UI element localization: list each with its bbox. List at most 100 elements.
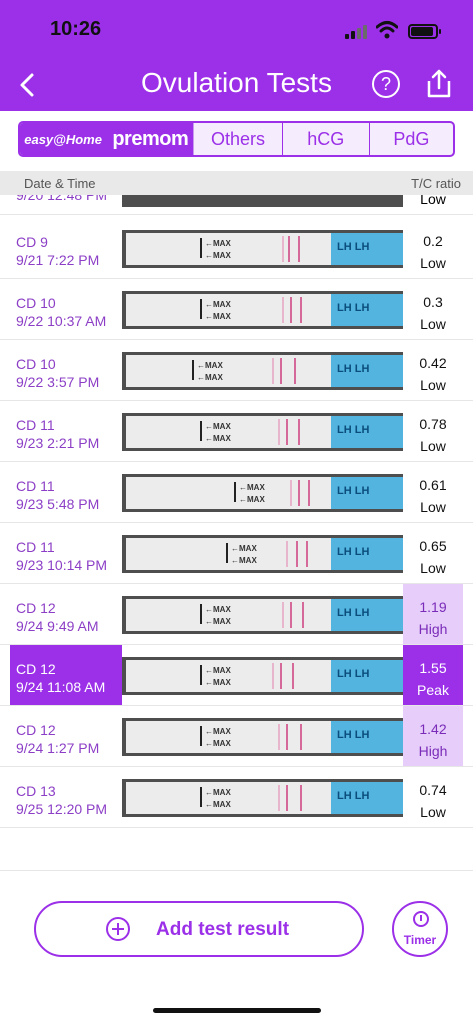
list-item[interactable]: CD 12 9/24 1:27 PM ←MAX ←MAX LH LH 1.42 High bbox=[0, 706, 473, 767]
column-tc-ratio: T/C ratio bbox=[411, 176, 461, 191]
test-strip-image: ←MAX ←MAX LH LH bbox=[122, 596, 403, 634]
tc-ratio-level: Peak bbox=[417, 682, 449, 698]
strip-handle: LH LH bbox=[331, 782, 403, 814]
strip-body bbox=[126, 294, 336, 326]
cycle-day-label: CD 11 bbox=[16, 539, 55, 555]
test-line bbox=[282, 297, 284, 323]
cycle-day-label: CD 11 bbox=[16, 478, 55, 494]
strip-max-label: ←MAX bbox=[205, 727, 231, 736]
row-datetime: 9/23 10:14 PM bbox=[16, 557, 108, 573]
strip-brand-label: LH LH bbox=[337, 424, 370, 436]
add-test-result-button[interactable]: Add test result bbox=[34, 901, 364, 957]
strip-max-mark bbox=[200, 299, 202, 319]
strip-body bbox=[126, 233, 336, 265]
tab-pdg[interactable]: PdG bbox=[393, 128, 430, 149]
test-line bbox=[298, 419, 300, 445]
control-line bbox=[296, 541, 298, 567]
list-item[interactable]: CD 11 9/23 10:14 PM ←MAX ←MAX LH LH 0.65 Low bbox=[0, 523, 473, 584]
row-datetime: 9/24 1:27 PM bbox=[16, 740, 100, 756]
row-datetime: 9/25 12:20 PM bbox=[16, 801, 108, 817]
cycle-day-label: CD 13 bbox=[16, 783, 56, 799]
cycle-day-label: CD 11 bbox=[16, 417, 55, 433]
test-line bbox=[278, 419, 280, 445]
list-item[interactable]: CD 12 9/24 9:49 AM ←MAX ←MAX LH LH 1.19 High bbox=[0, 584, 473, 645]
strip-handle: LH LH bbox=[331, 355, 403, 387]
strip-max-label: ←MAX bbox=[239, 495, 265, 504]
row-cycle-day: CD 12 9/24 1:27 PM bbox=[16, 721, 99, 757]
row-datetime: 9/23 2:21 PM bbox=[16, 435, 100, 451]
tab-others[interactable]: Others bbox=[194, 123, 283, 155]
strip-max-label: ←MAX bbox=[205, 666, 231, 675]
cycle-day-label: CD 12 bbox=[16, 722, 56, 738]
strip-handle: LH LH bbox=[331, 538, 403, 570]
test-line bbox=[282, 236, 284, 262]
test-line bbox=[290, 480, 292, 506]
tc-ratio-level: Low bbox=[420, 255, 446, 271]
strip-handle: LH LH bbox=[331, 233, 403, 265]
strip-max-label: ←MAX bbox=[205, 239, 231, 248]
strip-max-label: ←MAX bbox=[205, 312, 231, 321]
test-strip-image: ←MAX ←MAX LH LH bbox=[122, 352, 403, 390]
help-icon[interactable]: ? bbox=[372, 70, 400, 98]
tab-easyhome[interactable]: easy@Home bbox=[20, 123, 108, 155]
tc-ratio-value: 1.55 bbox=[419, 660, 447, 676]
bottom-bar: Add test result Timer bbox=[0, 870, 473, 1024]
test-line bbox=[308, 480, 310, 506]
strip-body bbox=[126, 416, 336, 448]
list-item[interactable]: CD 11 9/23 5:48 PM ←MAX ←MAX LH LH 0.61 Low bbox=[0, 462, 473, 523]
row-datetime: 9/21 7:22 PM bbox=[16, 252, 100, 268]
list-item-partial[interactable]: 9/20 12:48 PM Low bbox=[0, 195, 473, 215]
list-item[interactable]: CD 11 9/23 2:21 PM ←MAX ←MAX LH LH 0.78 Low bbox=[0, 401, 473, 462]
tc-ratio-value: 0.42 bbox=[419, 355, 447, 371]
strip-handle: LH LH bbox=[331, 721, 403, 753]
strip-brand-label: LH LH bbox=[337, 729, 370, 741]
tab-hcg[interactable]: hCG bbox=[283, 123, 370, 155]
test-line bbox=[286, 541, 288, 567]
test-strip-image: ←MAX ←MAX LH LH bbox=[122, 535, 403, 573]
row-cycle-day: CD 11 9/23 2:21 PM bbox=[16, 416, 99, 452]
strip-body bbox=[126, 782, 336, 814]
list-item[interactable]: CD 10 9/22 3:57 PM ←MAX ←MAX LH LH 0.42 Low bbox=[0, 340, 473, 401]
strip-max-label: ←MAX bbox=[205, 422, 231, 431]
row-datetime: 9/24 9:49 AM bbox=[16, 618, 99, 634]
strip-max-label: ←MAX bbox=[205, 251, 231, 260]
test-list[interactable]: 9/20 12:48 PM Low CD 9 9/21 7:22 PM ←MAX ←M… bbox=[0, 195, 473, 835]
back-chevron-icon[interactable] bbox=[14, 70, 40, 100]
cycle-day-label: CD 9 bbox=[16, 234, 48, 250]
strip-brand-label: LH LH bbox=[337, 363, 370, 375]
tc-ratio-cell: 0.61 Low bbox=[403, 462, 463, 522]
strip-brand-label: LH LH bbox=[337, 485, 370, 497]
clock-icon bbox=[413, 911, 429, 927]
timer-button[interactable]: Timer bbox=[392, 901, 448, 957]
strip-handle: LH LH bbox=[331, 416, 403, 448]
plus-circle-icon bbox=[106, 917, 130, 941]
list-item[interactable]: CD 9 9/21 7:22 PM ←MAX ←MAX LH LH 0.2 Low bbox=[0, 218, 473, 279]
row-cycle-day: CD 10 9/22 10:37 AM bbox=[16, 294, 106, 330]
brand-tabs: easy@Home premom Others hCG PdG bbox=[18, 121, 455, 157]
strip-body bbox=[126, 599, 336, 631]
strip-max-label: ←MAX bbox=[205, 605, 231, 614]
test-strip-image: ←MAX ←MAX LH LH bbox=[122, 291, 403, 329]
share-icon[interactable] bbox=[425, 68, 453, 100]
control-line bbox=[290, 297, 292, 323]
tab-premom[interactable]: premom bbox=[107, 123, 195, 155]
battery-icon bbox=[408, 24, 441, 39]
list-item[interactable]: CD 12 9/24 11:08 AM ←MAX ←MAX LH LH 1.55 Peak bbox=[0, 645, 473, 706]
test-line bbox=[278, 724, 280, 750]
test-line bbox=[292, 663, 294, 689]
control-line bbox=[286, 724, 288, 750]
test-line bbox=[300, 724, 302, 750]
control-line bbox=[286, 419, 288, 445]
strip-max-label: ←MAX bbox=[205, 434, 231, 443]
tc-ratio-cell: 0.78 Low bbox=[403, 401, 463, 461]
strip-max-mark bbox=[200, 238, 202, 258]
list-item[interactable]: CD 10 9/22 10:37 AM ←MAX ←MAX LH LH 0.3 Low bbox=[0, 279, 473, 340]
tc-ratio-level: Low bbox=[420, 804, 446, 820]
tc-ratio-value: 1.42 bbox=[419, 721, 447, 737]
strip-max-label: ←MAX bbox=[205, 788, 231, 797]
tc-ratio-level: Low bbox=[420, 316, 446, 332]
list-item[interactable]: CD 13 9/25 12:20 PM ←MAX ←MAX LH LH 0.74 Low bbox=[0, 767, 473, 828]
strip-max-mark bbox=[200, 665, 202, 685]
strip-max-mark bbox=[192, 360, 194, 380]
row-cycle-day: CD 9 9/21 7:22 PM bbox=[16, 233, 99, 269]
